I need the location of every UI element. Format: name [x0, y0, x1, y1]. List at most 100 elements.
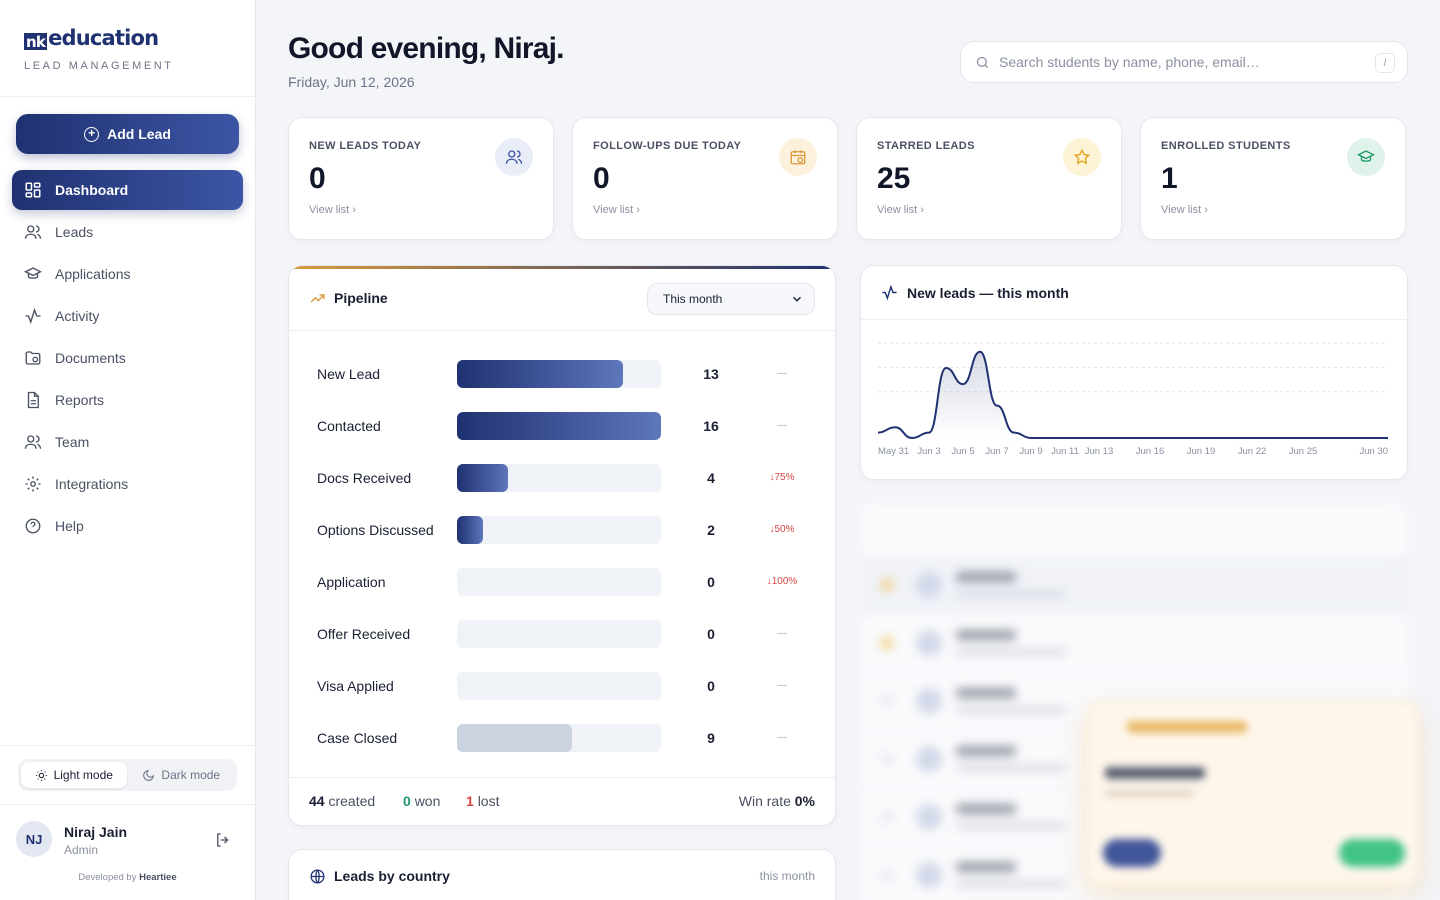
dark-mode-button[interactable]: Dark mode [129, 762, 235, 788]
stage-delta: — [777, 628, 787, 639]
list-item [860, 616, 1408, 670]
search-bar[interactable]: / [960, 41, 1408, 83]
view-list-link[interactable]: View list › [877, 204, 924, 216]
stage-bar-track [457, 620, 661, 648]
stage-count: 9 [707, 730, 715, 746]
won-count: 0 [403, 793, 411, 809]
search-input[interactable] [999, 54, 1359, 70]
current-date: Friday, Jun 12, 2026 [288, 74, 415, 90]
plus-circle-icon: + [84, 126, 100, 142]
x-tick-label: Jun 19 [1187, 446, 1216, 457]
stat-card-new-leads[interactable]: NEW LEADS TODAY 0 View list › [288, 117, 554, 240]
sidebar-item-activity[interactable]: Activity [12, 296, 243, 336]
sidebar-item-label: Documents [55, 350, 126, 366]
pipeline-row[interactable]: Contacted 16 — [317, 412, 817, 440]
country-title: Leads by country [334, 868, 450, 884]
view-list-link[interactable]: View list › [309, 204, 356, 216]
stage-bar [457, 360, 623, 388]
stat-value: 0 [593, 162, 610, 195]
created-count: 44 [309, 793, 325, 809]
chart-series-line [877, 350, 1388, 440]
period-select[interactable]: This month [647, 283, 815, 315]
won-summary: 0 won [403, 793, 440, 809]
period-select-value: This month [663, 292, 723, 306]
x-tick-label: Jun 30 [1359, 446, 1388, 457]
x-tick-label: May 31 [878, 446, 909, 457]
follow-up-reminder-toast [1086, 702, 1420, 886]
stage-bar [457, 464, 508, 492]
lost-count: 1 [466, 793, 474, 809]
sidebar-item-applications[interactable]: Applications [12, 254, 243, 294]
pipeline-row[interactable]: Offer Received 0 — [317, 620, 817, 648]
stage-bar-track [457, 672, 661, 700]
pipeline-row[interactable]: New Lead 13 — [317, 360, 817, 388]
stage-bar-track [457, 568, 661, 596]
logo[interactable]: nk education [24, 26, 255, 50]
stage-label: Application [317, 574, 386, 590]
activity-icon [25, 307, 41, 325]
view-list-label: View list [309, 204, 350, 216]
x-tick-label: Jun 5 [951, 446, 974, 457]
created-label: created [328, 793, 376, 809]
logo-text: education [48, 26, 159, 50]
lost-label: lost [477, 793, 500, 809]
stage-label: Contacted [317, 418, 381, 434]
won-label: won [414, 793, 441, 809]
team-icon [24, 435, 42, 449]
pipeline-row[interactable]: Visa Applied 0 — [317, 672, 817, 700]
sidebar-item-dashboard[interactable]: Dashboard [12, 170, 243, 210]
developer-name: Heartiee [139, 872, 177, 883]
users-icon [495, 138, 533, 176]
view-list-link[interactable]: View list › [593, 204, 640, 216]
sidebar-item-team[interactable]: Team [12, 422, 243, 462]
sidebar-item-label: Leads [55, 224, 94, 240]
stat-label: STARRED LEADS [877, 140, 975, 152]
light-mode-button[interactable]: Light mode [21, 762, 127, 788]
stage-label: Options Discussed [317, 522, 434, 538]
user-name: Niraj Jain [64, 824, 128, 840]
pipeline-row[interactable]: Case Closed 9 — [317, 724, 817, 752]
stage-bar [457, 724, 572, 752]
pipeline-row[interactable]: Application 0 ↓100% [317, 568, 817, 596]
view-list-link[interactable]: View list › [1161, 204, 1208, 216]
stage-label: Case Closed [317, 730, 398, 746]
stage-count: 16 [703, 418, 719, 434]
sidebar-item-label: Integrations [55, 476, 129, 492]
sidebar-item-integrations[interactable]: Integrations [12, 464, 243, 504]
stage-delta: — [777, 368, 787, 379]
sidebar-item-leads[interactable]: Leads [12, 212, 243, 252]
sidebar: nk education LEAD MANAGEMENT + Add Lead … [0, 0, 256, 900]
pipeline-card: Pipeline This month New Lead 13— Contacted… [288, 265, 836, 826]
chevron-down-icon [792, 296, 802, 302]
sidebar-item-help[interactable]: Help [12, 506, 243, 546]
view-list-label: View list [593, 204, 634, 216]
sidebar-item-documents[interactable]: Documents [12, 338, 243, 378]
x-tick-label: Jun 7 [985, 446, 1008, 457]
pipeline-row[interactable]: Docs Received 4 ↓75% [317, 464, 817, 492]
developed-by-label: Developed by [78, 872, 137, 883]
sidebar-item-label: Team [55, 434, 90, 450]
stat-value: 25 [877, 162, 911, 195]
new-leads-chart: May 31 Jun 3 Jun 5 Jun 7 Jun 9 Jun 11 Jun 13 Ju… [877, 342, 1388, 457]
folder-icon [25, 351, 41, 365]
page-title: Good evening, Niraj. [288, 32, 565, 65]
stage-delta: — [777, 732, 787, 743]
gear-icon [25, 476, 41, 492]
sidebar-item-reports[interactable]: Reports [12, 380, 243, 420]
pipeline-summary: 44 created 0 won 1 lost Win rate 0% [289, 777, 835, 825]
logout-icon[interactable] [214, 831, 232, 849]
stat-card-follow-ups[interactable]: FOLLOW-UPS DUE TODAY 0 View list › [572, 117, 838, 240]
add-lead-button[interactable]: + Add Lead [16, 114, 239, 154]
avatar[interactable]: NJ [16, 821, 52, 857]
x-tick-label: Jun 22 [1238, 446, 1267, 457]
graduation-cap-icon [24, 267, 42, 279]
stat-card-enrolled[interactable]: ENROLLED STUDENTS 1 View list › [1140, 117, 1406, 240]
stage-bar-track [457, 360, 661, 388]
stat-card-starred[interactable]: STARRED LEADS 25 View list › [856, 117, 1122, 240]
pipeline-row[interactable]: Options Discussed 2 ↓50% [317, 516, 817, 544]
sidebar-item-label: Activity [55, 308, 100, 324]
stat-label: ENROLLED STUDENTS [1161, 140, 1291, 152]
new-leads-chart-card: New leads — this month May 31 Jun 3 Jun 5 J… [860, 265, 1408, 480]
stage-delta: — [777, 420, 787, 431]
activity-icon [882, 284, 897, 301]
